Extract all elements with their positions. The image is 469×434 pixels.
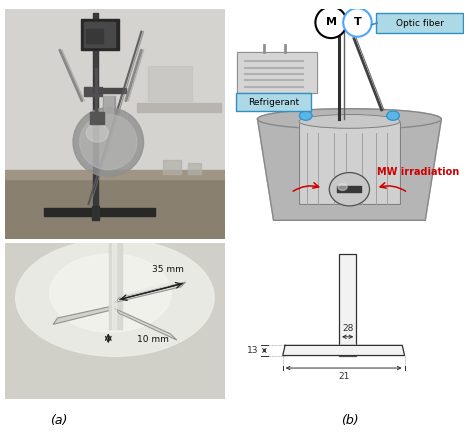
Text: Refrigerant: Refrigerant	[248, 98, 299, 107]
Polygon shape	[257, 119, 441, 220]
Text: 21: 21	[338, 372, 349, 381]
Bar	[81, 19, 119, 50]
Text: (a): (a)	[50, 414, 68, 427]
Bar	[90, 112, 104, 124]
Bar	[5, 170, 225, 179]
Ellipse shape	[387, 111, 400, 120]
Bar	[137, 103, 221, 112]
Text: 10 mm: 10 mm	[137, 335, 169, 344]
Bar	[45, 207, 155, 216]
Bar	[103, 96, 115, 115]
Text: Optic fiber: Optic fiber	[395, 19, 443, 28]
Text: 13: 13	[247, 346, 258, 355]
Polygon shape	[115, 309, 177, 340]
Ellipse shape	[299, 115, 400, 128]
Bar	[237, 53, 317, 92]
Bar	[92, 207, 99, 220]
Text: M: M	[325, 17, 337, 27]
FancyBboxPatch shape	[235, 93, 311, 111]
Bar	[163, 161, 181, 174]
Polygon shape	[53, 306, 115, 324]
Bar	[338, 187, 361, 191]
Ellipse shape	[50, 254, 171, 332]
Bar	[112, 243, 116, 329]
Bar	[109, 243, 121, 329]
Bar	[95, 69, 97, 115]
Bar	[299, 122, 400, 204]
Polygon shape	[115, 282, 185, 302]
Bar	[339, 254, 356, 355]
Polygon shape	[283, 345, 405, 355]
Bar	[86, 30, 104, 43]
Circle shape	[315, 7, 347, 38]
Circle shape	[343, 8, 372, 37]
Bar	[188, 163, 201, 174]
Bar	[237, 53, 317, 92]
Bar	[104, 96, 113, 115]
Ellipse shape	[73, 108, 144, 177]
Bar	[93, 89, 126, 92]
Polygon shape	[119, 282, 172, 299]
Text: 28: 28	[342, 324, 353, 333]
Ellipse shape	[86, 124, 108, 142]
Text: 35 mm: 35 mm	[152, 265, 184, 274]
Bar	[148, 66, 192, 101]
Bar	[93, 13, 98, 216]
Ellipse shape	[299, 111, 312, 120]
Ellipse shape	[15, 239, 214, 356]
Bar	[84, 23, 115, 46]
Bar	[5, 174, 225, 239]
Text: (b): (b)	[340, 414, 358, 427]
Bar	[94, 46, 97, 73]
Bar	[299, 122, 400, 204]
Bar	[5, 9, 225, 170]
Ellipse shape	[257, 109, 441, 129]
Ellipse shape	[338, 184, 347, 191]
Text: MW irradiation: MW irradiation	[377, 167, 459, 177]
Ellipse shape	[80, 115, 137, 170]
Ellipse shape	[329, 173, 370, 206]
FancyBboxPatch shape	[376, 13, 463, 33]
Text: T: T	[354, 17, 361, 27]
Bar	[84, 87, 102, 96]
